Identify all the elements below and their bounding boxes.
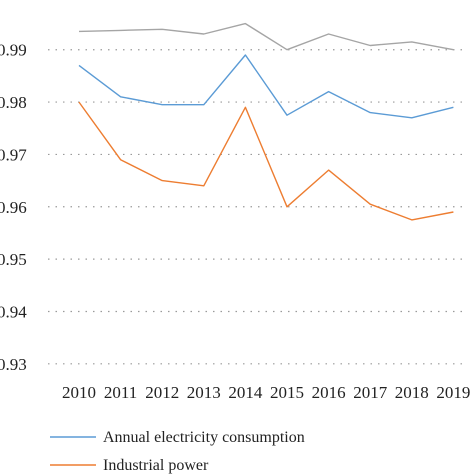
- series-line-0: [78, 54, 454, 119]
- x-tick-label: 2013: [187, 383, 221, 402]
- legend-label: Annual electricity consumption: [103, 429, 305, 446]
- y-tick-label: 0.94: [0, 302, 27, 321]
- y-tick-label: 0.95: [0, 250, 27, 269]
- y-axis-tick-labels: 0.93 0.94 0.95 0.96 0.97 0.98 0.99: [0, 41, 27, 374]
- y-tick-label: 0.98: [0, 93, 27, 112]
- x-tick-label: 2010: [62, 383, 96, 402]
- legend-label: Industrial power: [103, 457, 209, 474]
- series-line-2: [78, 22, 454, 51]
- x-tick-label: 2015: [270, 383, 304, 402]
- x-tick-label: 2011: [104, 383, 137, 402]
- y-tick-label: 0.96: [0, 198, 27, 217]
- series-lines: [78, 22, 454, 221]
- y-tick-label: 0.93: [0, 355, 27, 374]
- legend: Annual electricity consumption Industrial…: [50, 429, 305, 474]
- series-line-1: [78, 101, 454, 221]
- x-tick-label: 2016: [312, 383, 346, 402]
- x-tick-label: 2014: [228, 383, 263, 402]
- x-tick-label: 2018: [395, 383, 429, 402]
- gridlines: [48, 49, 464, 365]
- x-tick-label: 2012: [145, 383, 179, 402]
- x-axis-tick-labels: 2010 2011 2012 2013 2014 2015 2016 2017 2018 2019: [62, 383, 470, 402]
- y-tick-label: 0.99: [0, 41, 27, 60]
- x-tick-label: 2017: [353, 383, 388, 402]
- y-tick-label: 0.97: [0, 145, 27, 164]
- x-tick-label: 2019: [436, 383, 470, 402]
